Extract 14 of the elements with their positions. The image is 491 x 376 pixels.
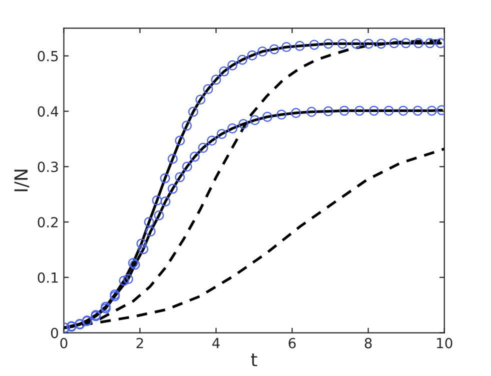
y-tick-label: 0.2 — [38, 216, 58, 228]
x-tick-label: 4 — [212, 338, 220, 348]
x-axis-title: t — [251, 353, 258, 366]
y-axis-title: I/N — [14, 170, 30, 192]
y-tick-label: 0.5 — [38, 50, 58, 62]
x-tick-label: 0 — [60, 338, 68, 348]
x-tick-label: 2 — [136, 338, 143, 348]
y-tick-label: 0 — [51, 328, 58, 338]
x-tick-label: 10 — [437, 338, 452, 348]
x-tick-label: 8 — [364, 338, 372, 348]
y-tick-label: 0.4 — [38, 106, 58, 117]
x-tick-label: 6 — [288, 338, 296, 348]
y-tick-label: 0.3 — [38, 162, 58, 172]
y-tick-label: 0.1 — [38, 272, 58, 283]
